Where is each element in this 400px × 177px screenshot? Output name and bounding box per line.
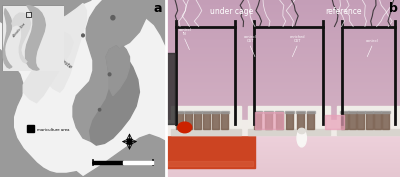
- Polygon shape: [73, 0, 146, 142]
- Bar: [211, 111, 220, 113]
- Bar: [193, 111, 202, 113]
- Bar: [93, 161, 123, 164]
- Bar: [296, 111, 304, 113]
- Polygon shape: [0, 50, 83, 177]
- Text: control: control: [366, 39, 378, 44]
- Bar: [220, 111, 229, 113]
- Bar: [255, 112, 283, 129]
- Text: reference: reference: [326, 7, 362, 16]
- Bar: [297, 112, 304, 129]
- Bar: [307, 111, 315, 113]
- Bar: [357, 111, 365, 113]
- Bar: [341, 112, 348, 129]
- Bar: [166, 133, 255, 168]
- Circle shape: [127, 139, 132, 144]
- Bar: [184, 111, 192, 113]
- Bar: [203, 112, 210, 129]
- Circle shape: [111, 16, 115, 20]
- Bar: [202, 111, 211, 113]
- Bar: [365, 111, 373, 113]
- Bar: [348, 111, 357, 113]
- Bar: [286, 111, 294, 113]
- Bar: [357, 112, 364, 129]
- Polygon shape: [83, 135, 166, 177]
- Bar: [275, 111, 283, 113]
- Text: a: a: [154, 2, 162, 15]
- Bar: [171, 106, 241, 131]
- Bar: [337, 106, 400, 131]
- Bar: [123, 161, 153, 164]
- Bar: [340, 111, 349, 113]
- Bar: [176, 112, 183, 129]
- Bar: [212, 112, 219, 129]
- Polygon shape: [3, 8, 12, 68]
- Bar: [166, 120, 400, 135]
- Circle shape: [82, 34, 84, 37]
- Polygon shape: [43, 4, 86, 92]
- Bar: [248, 106, 330, 131]
- Text: Adriatic Sea: Adriatic Sea: [12, 23, 27, 39]
- Text: under cage: under cage: [210, 7, 253, 16]
- Bar: [248, 129, 330, 135]
- Bar: [374, 112, 381, 129]
- Bar: [265, 112, 272, 129]
- Bar: [175, 111, 183, 113]
- Circle shape: [108, 73, 111, 76]
- Bar: [185, 112, 192, 129]
- Bar: [382, 112, 389, 129]
- Ellipse shape: [297, 129, 306, 147]
- Bar: [366, 112, 372, 129]
- Bar: [166, 53, 175, 124]
- Text: enriched
OUT: enriched OUT: [289, 35, 305, 44]
- Bar: [381, 111, 390, 113]
- Circle shape: [98, 109, 101, 111]
- Bar: [171, 129, 241, 135]
- Bar: [264, 111, 272, 113]
- Bar: [325, 115, 344, 129]
- Text: mariculture area: mariculture area: [36, 128, 69, 132]
- Bar: [337, 129, 400, 135]
- Polygon shape: [23, 32, 73, 103]
- Polygon shape: [106, 46, 130, 96]
- Bar: [373, 111, 382, 113]
- Bar: [221, 112, 228, 129]
- Bar: [286, 112, 293, 129]
- Bar: [194, 112, 201, 129]
- Ellipse shape: [298, 128, 305, 134]
- Bar: [349, 112, 356, 129]
- Polygon shape: [26, 5, 46, 70]
- Bar: [27, 125, 34, 132]
- Bar: [308, 112, 314, 129]
- Bar: [276, 112, 282, 129]
- Bar: [254, 112, 261, 129]
- Polygon shape: [12, 13, 30, 63]
- Text: control
IN: control IN: [178, 28, 191, 36]
- Bar: [26, 12, 30, 17]
- Polygon shape: [103, 0, 166, 46]
- Bar: [254, 111, 262, 113]
- Circle shape: [178, 122, 192, 133]
- Text: Gulf of Trieste: Gulf of Trieste: [40, 43, 72, 70]
- Polygon shape: [90, 46, 140, 145]
- Text: control
OUT: control OUT: [244, 35, 256, 44]
- Bar: [168, 161, 252, 166]
- Text: b: b: [388, 2, 398, 15]
- Polygon shape: [0, 0, 91, 32]
